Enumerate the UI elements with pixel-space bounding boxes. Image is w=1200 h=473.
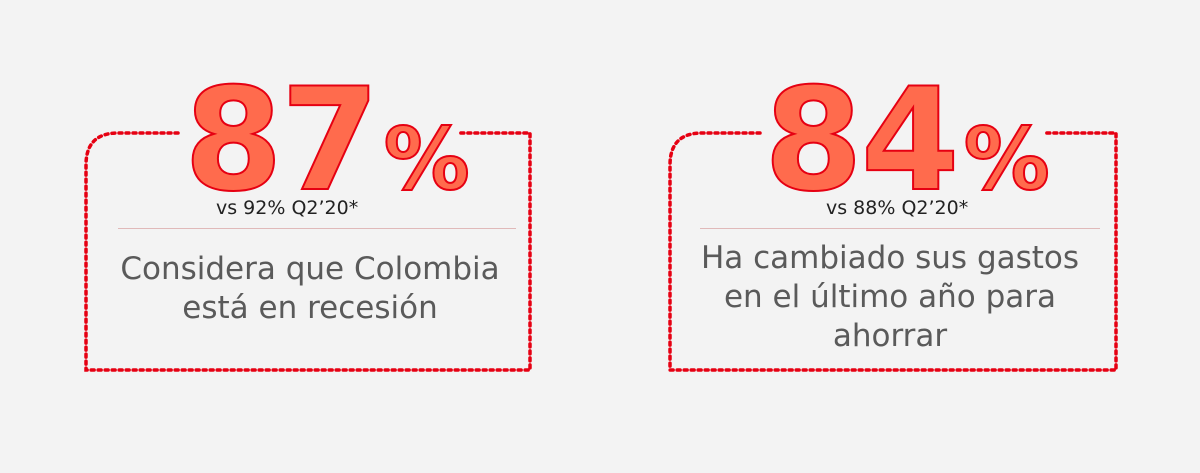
stat-comparison: vs 92% Q2’20*	[216, 197, 359, 219]
stat-card-2: 84% vs 88% Q2’20* Ha cambiado sus gastos…	[600, 0, 1200, 473]
description-line: Ha cambiado sus gastos	[700, 240, 1080, 276]
description-line: Considera que Colombia	[120, 251, 500, 287]
description-line: está en recesión	[182, 290, 438, 326]
stat-card-1: 87% vs 92% Q2’20* Considera que Colombia…	[84, 58, 532, 372]
stat-comparison: vs 88% Q2’20*	[826, 197, 969, 219]
stat-value: 84%	[763, 58, 1051, 223]
divider	[118, 228, 516, 229]
stat-value: 87%	[183, 58, 471, 223]
stat-description: Ha cambiado sus gastos en el último año …	[680, 239, 1100, 356]
stat-description: Considera que Colombia está en recesión	[100, 250, 520, 328]
description-line: ahorrar	[832, 318, 948, 354]
dotted-frame	[668, 131, 1118, 372]
divider	[700, 228, 1100, 229]
dotted-frame	[84, 131, 532, 372]
description-line: en el último año para	[723, 279, 1057, 315]
